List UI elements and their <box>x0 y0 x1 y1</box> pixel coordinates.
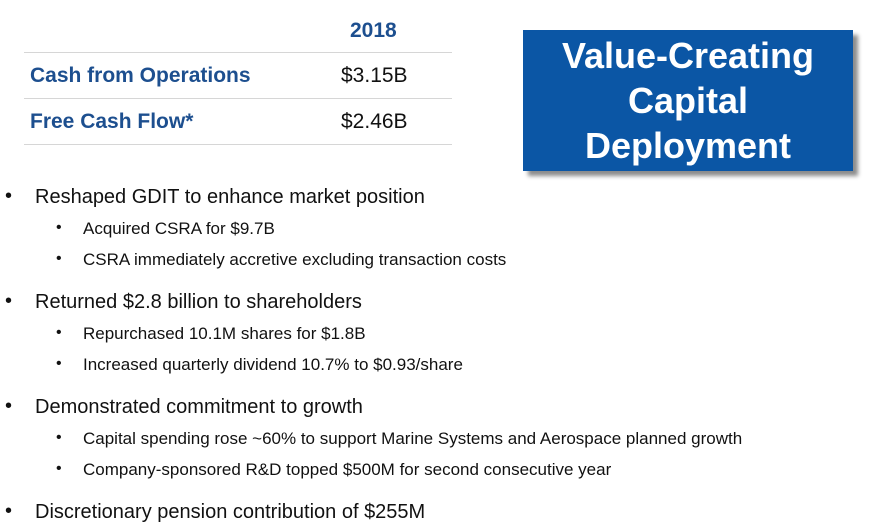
row-value-cash-from-operations: $3.15B <box>341 64 408 87</box>
sub-bullet-text: Capital spending rose ~60% to support Ma… <box>83 429 743 448</box>
sub-list-item: • Increased quarterly dividend 10.7% to … <box>0 350 876 381</box>
slide-title: Value-Creating Capital Deployment <box>561 35 815 166</box>
sub-bullet-text: Company-sponsored R&D topped $500M for s… <box>83 460 612 479</box>
sub-bullet-icon: • <box>56 219 62 236</box>
row-label-free-cash-flow: Free Cash Flow* <box>30 110 194 133</box>
sub-bullet-icon: • <box>56 324 62 341</box>
sub-list-item: • CSRA immediately accretive excluding t… <box>0 245 876 276</box>
bullet-icon: • <box>5 185 13 207</box>
bullet-icon: • <box>5 500 13 522</box>
list-item: • Discretionary pension contribution of … <box>0 499 876 527</box>
table-row: Free Cash Flow* $2.46B <box>24 99 452 145</box>
sub-bullet-icon: • <box>56 355 62 372</box>
bullet-group: • Returned $2.8 billion to shareholders … <box>0 289 876 381</box>
sub-bullet-text: Acquired CSRA for $9.7B <box>83 219 275 238</box>
sub-list-item: • Repurchased 10.1M shares for $1.8B <box>0 319 876 350</box>
bullet-text: Reshaped GDIT to enhance market position <box>35 186 425 208</box>
bullet-text: Discretionary pension contribution of $2… <box>35 501 426 523</box>
list-item: • Reshaped GDIT to enhance market positi… <box>0 184 876 214</box>
bullet-group: • Reshaped GDIT to enhance market positi… <box>0 184 876 276</box>
table-header-row: 2018 <box>24 10 452 53</box>
cash-flow-table: 2018 Cash from Operations $3.15B Free Ca… <box>24 10 452 145</box>
bullet-icon: • <box>5 395 13 417</box>
list-item: • Returned $2.8 billion to shareholders <box>0 289 876 319</box>
row-label-cash-from-operations: Cash from Operations <box>30 64 251 87</box>
bullet-group: • Demonstrated commitment to growth • Ca… <box>0 394 876 486</box>
sub-bullet-icon: • <box>56 250 62 267</box>
list-item: • Demonstrated commitment to growth <box>0 394 876 424</box>
sub-list-item: • Capital spending rose ~60% to support … <box>0 424 876 455</box>
year-column-header: 2018 <box>350 19 397 42</box>
sub-bullet-icon: • <box>56 429 62 446</box>
bullet-group: • Discretionary pension contribution of … <box>0 499 876 527</box>
row-value-free-cash-flow: $2.46B <box>341 110 408 133</box>
bullet-text: Returned $2.8 billion to shareholders <box>35 291 362 313</box>
sub-list-item: • Company-sponsored R&D topped $500M for… <box>0 455 876 486</box>
table-row: Cash from Operations $3.15B <box>24 53 452 99</box>
bullet-text: Demonstrated commitment to growth <box>35 396 363 418</box>
bullet-list: • Reshaped GDIT to enhance market positi… <box>0 184 876 527</box>
bullet-icon: • <box>5 290 13 312</box>
sub-list-item: • Acquired CSRA for $9.7B <box>0 214 876 245</box>
sub-bullet-text: Increased quarterly dividend 10.7% to $0… <box>83 355 463 374</box>
sub-bullet-icon: • <box>56 460 62 477</box>
sub-bullet-text: Repurchased 10.1M shares for $1.8B <box>83 324 366 343</box>
slide-title-box: Value-Creating Capital Deployment <box>523 30 853 171</box>
sub-bullet-text: CSRA immediately accretive excluding tra… <box>83 250 507 269</box>
